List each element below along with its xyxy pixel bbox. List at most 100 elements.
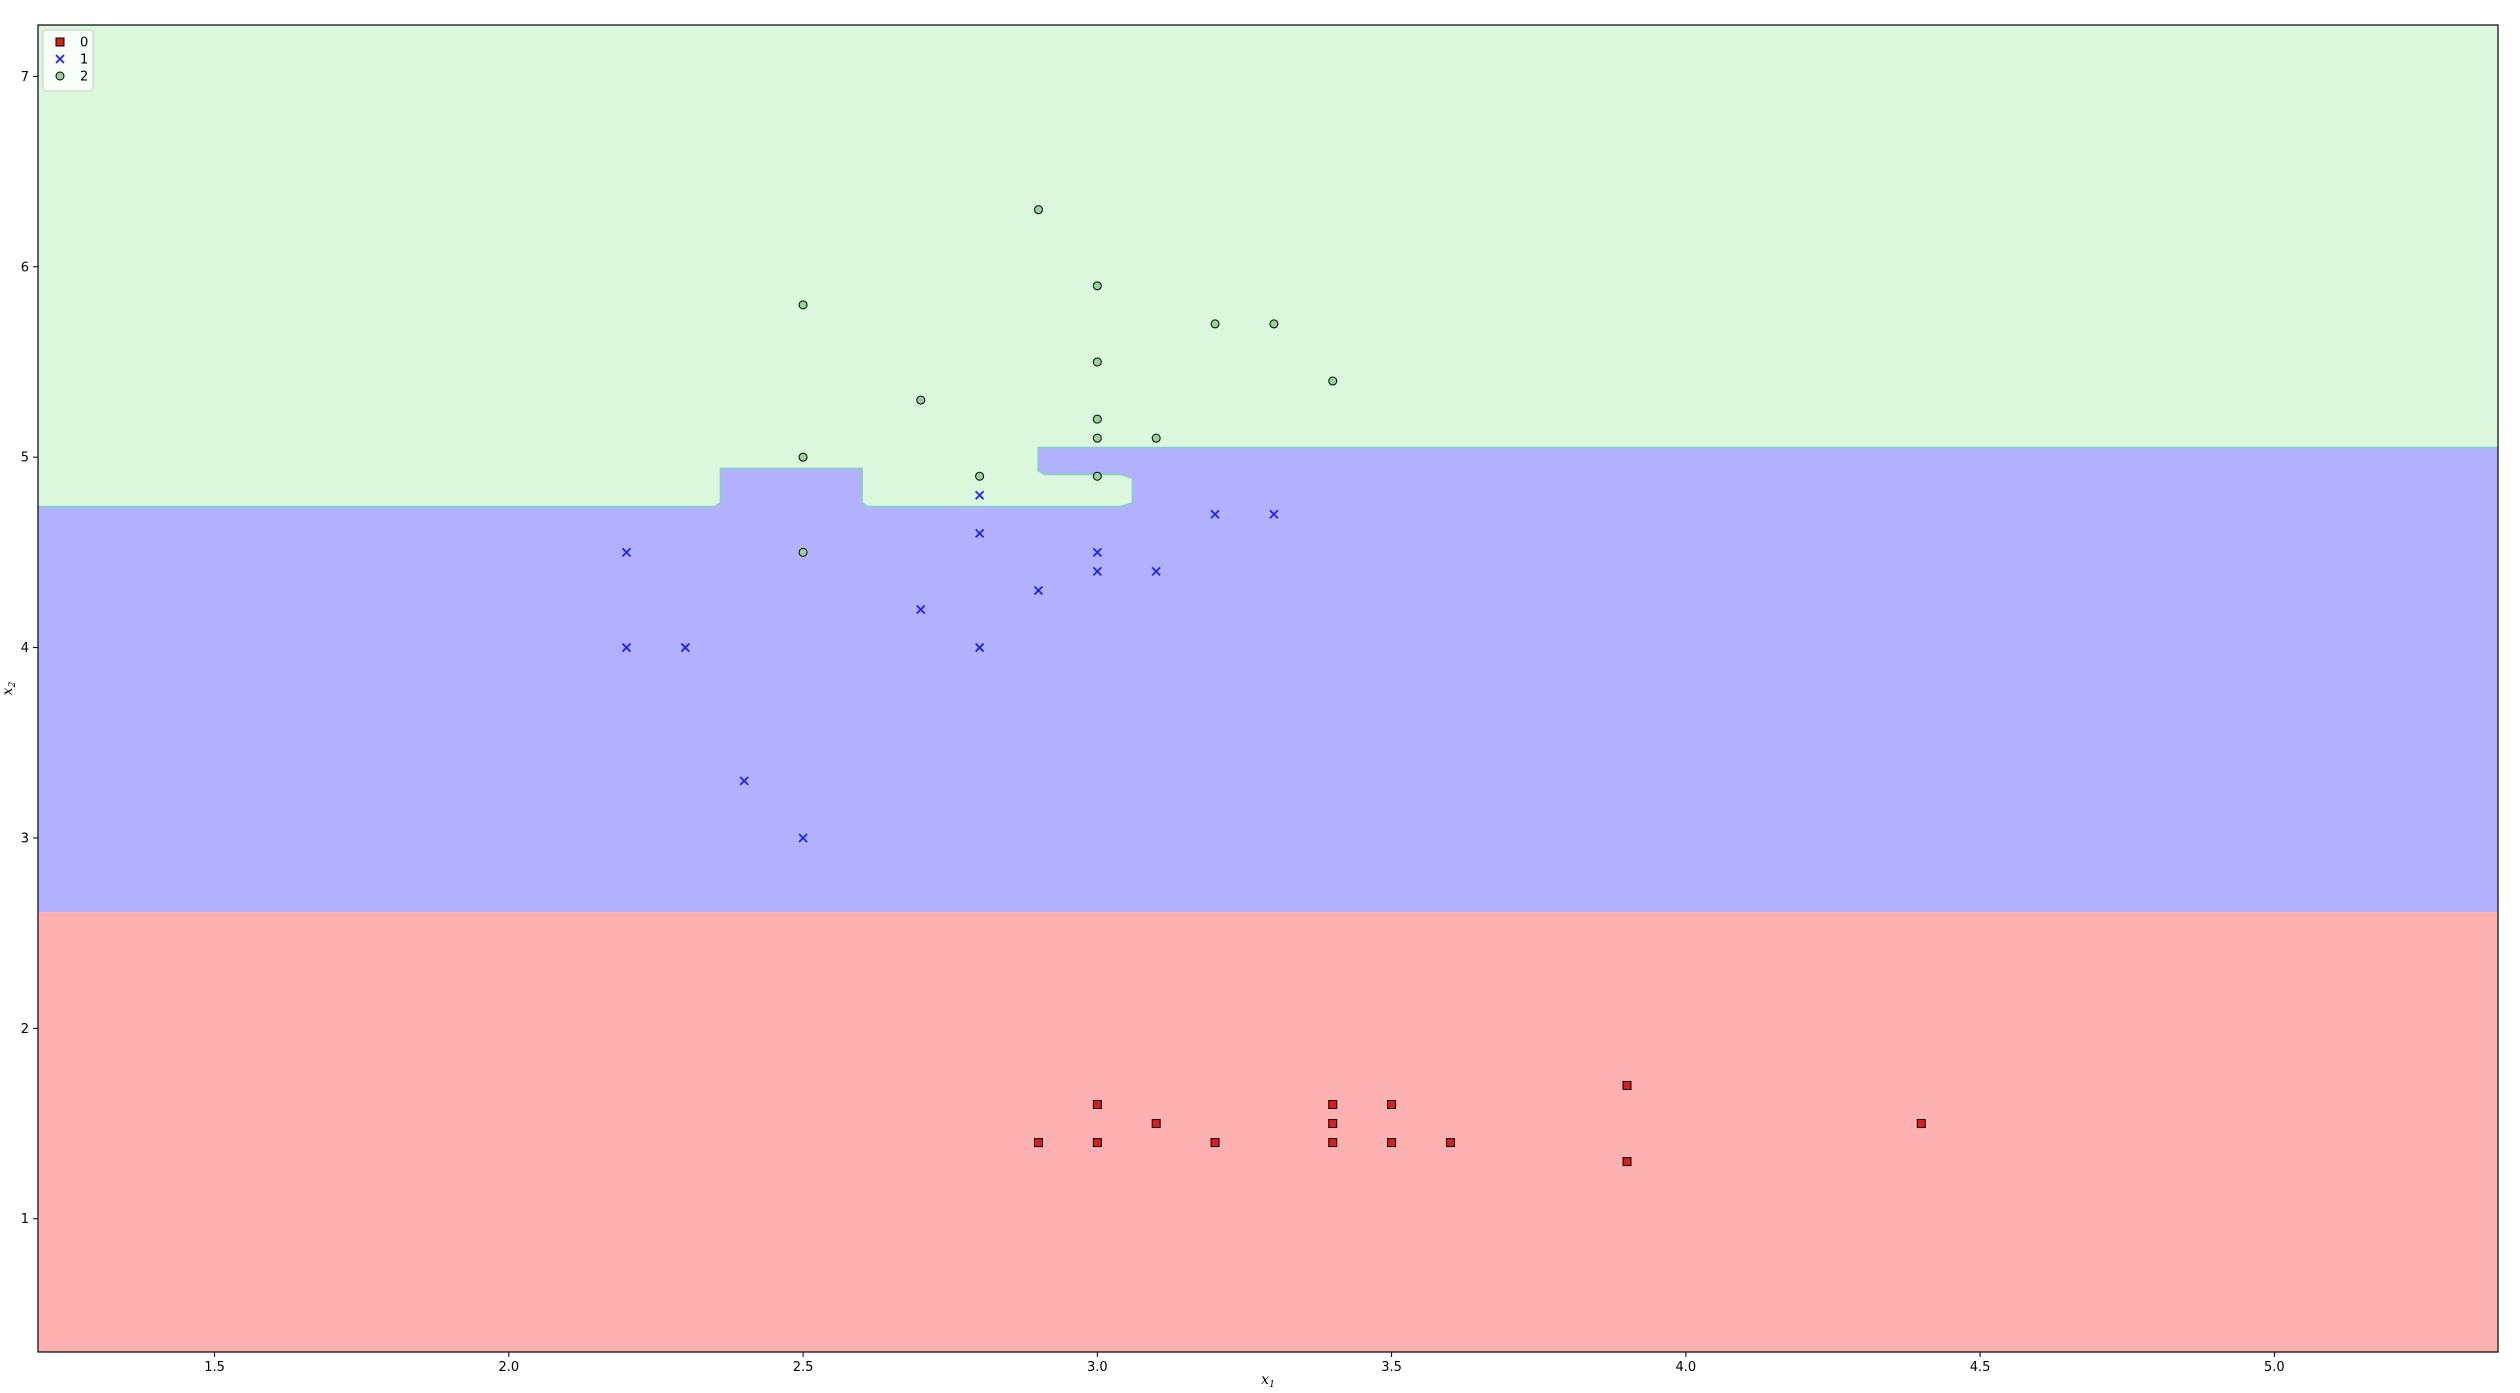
point-class-1-8 <box>974 642 985 653</box>
point-class-1-2 <box>680 642 691 653</box>
region-boundary-1-2 <box>38 446 2498 508</box>
legend-label-1: 1 <box>80 53 88 68</box>
point-class-2-11 <box>798 452 808 462</box>
y-tick-label-1: 2 <box>21 1022 29 1037</box>
point-class-2-13 <box>1092 471 1102 481</box>
point-class-1-0 <box>621 547 632 558</box>
point-class-1-9-stroke-b <box>1033 585 1044 596</box>
point-class-2-8 <box>1092 414 1102 424</box>
point-class-2-6 <box>1328 376 1338 386</box>
point-class-1-13 <box>1210 509 1220 519</box>
point-class-2-0 <box>1033 205 1043 215</box>
y-tick-label-3: 4 <box>21 641 29 656</box>
point-class-2-7 <box>916 395 926 405</box>
point-class-0-1 <box>1092 1138 1102 1148</box>
point-class-2-10 <box>1151 433 1161 443</box>
point-class-0-8 <box>1387 1138 1397 1148</box>
point-class-1-8-stroke-b <box>974 642 985 653</box>
plot-frame <box>37 24 2499 1353</box>
point-class-1-4 <box>798 833 808 843</box>
legend-marker-1-stroke-b <box>55 54 65 64</box>
series-0 <box>1033 1080 1926 1167</box>
point-class-1-3 <box>739 776 749 786</box>
point-class-0-7 <box>1328 1099 1338 1109</box>
decision-regions <box>38 25 2498 1352</box>
point-class-0-0 <box>1033 1138 1043 1148</box>
point-class-2-1 <box>798 300 808 310</box>
point-class-2-3 <box>1210 319 1220 329</box>
y-tick-label-6: 7 <box>21 70 29 85</box>
series-2 <box>798 205 1338 557</box>
x-tick-label-5: 4.0 <box>1676 1360 1697 1375</box>
point-class-1-12 <box>1151 566 1161 577</box>
x-tick-label-3: 3.0 <box>1087 1360 1108 1375</box>
point-class-0-2 <box>1092 1099 1102 1109</box>
legend-marker-2 <box>55 71 65 81</box>
point-class-1-5 <box>916 604 926 615</box>
region-class-0 <box>38 912 2498 1352</box>
point-class-2-14 <box>798 547 808 557</box>
x-tick-label-0: 1.5 <box>204 1360 225 1375</box>
point-class-1-12-stroke-b <box>1151 566 1161 577</box>
legend: 0 1 2 <box>42 29 94 92</box>
point-class-1-5-stroke-b <box>916 604 926 615</box>
point-class-1-11-stroke-b <box>1092 566 1102 577</box>
x-tick-label-2: 2.5 <box>793 1360 814 1375</box>
point-class-2-5 <box>1092 357 1102 367</box>
point-class-2-4 <box>1269 319 1279 329</box>
legend-marker-1 <box>55 54 65 64</box>
legend-label-0: 0 <box>80 36 88 51</box>
point-class-1-14 <box>1269 509 1279 519</box>
region-class-1 <box>38 447 2498 913</box>
y-axis-label-main: x <box>0 687 16 695</box>
series-1 <box>621 490 1279 843</box>
x-axis-label: x1 <box>1261 1372 1275 1390</box>
point-class-2-12 <box>975 471 985 481</box>
point-class-1-9 <box>1033 585 1044 596</box>
point-class-0-4 <box>1210 1138 1220 1148</box>
point-class-2-2 <box>1092 281 1102 291</box>
point-class-1-7-stroke-b <box>974 528 985 538</box>
point-class-1-13-stroke-b <box>1210 509 1220 519</box>
x-axis-ticks: 1.5 2.0 2.5 3.0 3.5 4.0 4.5 5.0 <box>204 1352 2285 1375</box>
point-class-1-4-stroke-b <box>798 833 808 843</box>
y-axis-label: x2 <box>0 681 18 695</box>
x-axis-label-sub: 1 <box>1269 1380 1275 1390</box>
x-tick-label-7: 5.0 <box>2264 1360 2285 1375</box>
point-class-1-1 <box>621 642 632 653</box>
y-tick-label-5: 6 <box>21 260 29 275</box>
x-axis-label-main: x <box>1261 1372 1269 1388</box>
point-class-0-13 <box>1916 1119 1926 1129</box>
x-tick-label-6: 4.5 <box>1970 1360 1991 1375</box>
point-class-1-7 <box>974 528 985 538</box>
point-class-2-9 <box>1092 433 1102 443</box>
point-class-1-10 <box>1092 547 1102 558</box>
x-tick-label-1: 2.0 <box>498 1360 519 1375</box>
point-class-1-0-stroke-b <box>621 547 632 558</box>
point-class-1-1-stroke-b <box>621 642 632 653</box>
y-axis-ticks: 1 2 3 4 5 6 7 <box>21 70 38 1227</box>
point-class-1-14-stroke-b <box>1269 509 1279 519</box>
point-class-0-9 <box>1387 1099 1397 1109</box>
y-tick-label-2: 3 <box>21 831 29 846</box>
point-class-1-10-stroke-b <box>1092 547 1102 558</box>
y-tick-label-0: 1 <box>21 1212 29 1227</box>
point-class-0-5 <box>1328 1138 1338 1148</box>
y-axis-label-sub: 2 <box>8 681 18 688</box>
legend-marker-0 <box>55 37 65 47</box>
point-class-0-10 <box>1445 1138 1455 1148</box>
legend-label-2: 2 <box>80 70 88 85</box>
x-tick-label-4: 3.5 <box>1381 1360 1402 1375</box>
point-class-1-11 <box>1092 566 1102 577</box>
point-class-1-2-stroke-b <box>680 642 691 653</box>
y-tick-label-4: 5 <box>21 451 29 466</box>
point-class-1-3-stroke-b <box>739 776 749 786</box>
point-class-1-6 <box>974 490 985 500</box>
point-class-0-3 <box>1151 1119 1161 1129</box>
point-class-1-6-stroke-b <box>974 490 985 500</box>
point-class-0-12 <box>1622 1080 1632 1090</box>
point-class-0-11 <box>1622 1157 1632 1167</box>
point-class-0-6 <box>1328 1119 1338 1129</box>
data-points <box>621 205 1926 1167</box>
